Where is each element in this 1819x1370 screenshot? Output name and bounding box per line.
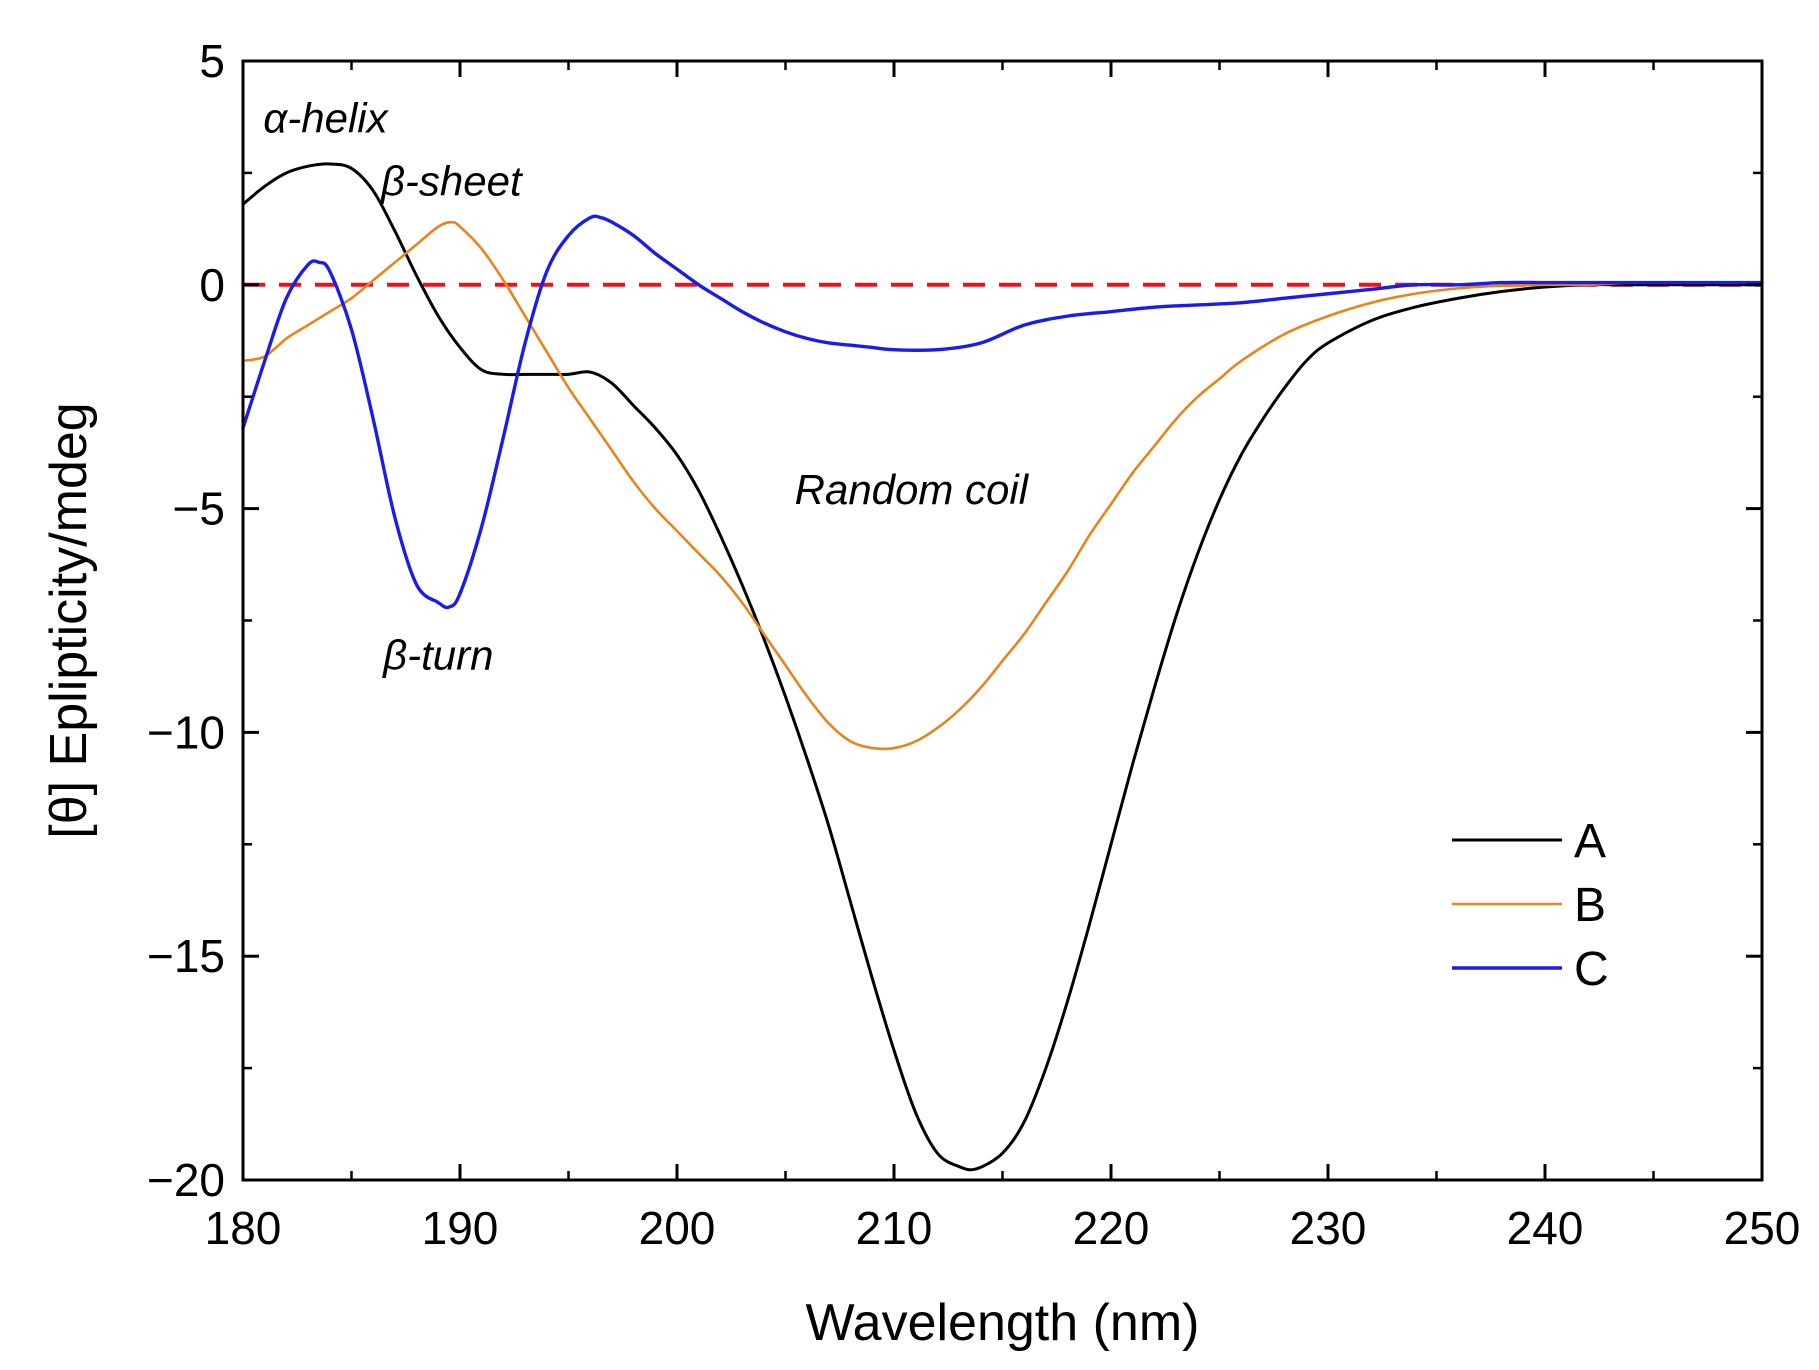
annotation-sheet: β-sheet bbox=[379, 157, 524, 204]
annotation-helix: α-helix bbox=[263, 95, 389, 142]
annotation-random-coil: Random coil bbox=[795, 466, 1030, 513]
x-tick-label: 190 bbox=[422, 1202, 499, 1254]
legend-label-c: C bbox=[1574, 943, 1609, 996]
series-line-a bbox=[241, 162, 1764, 1172]
series-line-c bbox=[241, 214, 1764, 610]
annotations-layer: α-helix β-sheet Random coil β-turn bbox=[263, 95, 1029, 679]
y-tick-label: 5 bbox=[199, 35, 225, 87]
y-tick-label: −15 bbox=[147, 930, 225, 982]
x-tick-label: 240 bbox=[1507, 1202, 1584, 1254]
legend-label-a: A bbox=[1574, 815, 1606, 868]
y-tick-label: −10 bbox=[147, 706, 225, 758]
axes-layer bbox=[241, 59, 1764, 1182]
y-axis-title: [θ] Eplipticity/mdeg bbox=[40, 402, 98, 838]
y-tick-label: 0 bbox=[199, 259, 225, 311]
x-tick-label: 180 bbox=[205, 1202, 282, 1254]
series-line-b bbox=[241, 220, 1764, 751]
annotation-turn: β-turn bbox=[381, 632, 493, 679]
plot-frame bbox=[241, 59, 1764, 1182]
x-tick-label: 250 bbox=[1724, 1202, 1801, 1254]
series-layer bbox=[241, 162, 1764, 1172]
ticks-layer: 180 190 200 210 220 230 240 250 5 0 −5 −10 −15 −20 bbox=[147, 35, 1800, 1254]
legend-label-b: B bbox=[1574, 879, 1606, 932]
x-tick-label: 220 bbox=[1073, 1202, 1150, 1254]
x-tick-label: 210 bbox=[856, 1202, 933, 1254]
y-tick-label: −20 bbox=[147, 1154, 225, 1206]
y-tick-label: −5 bbox=[173, 483, 225, 535]
x-axis-title: Wavelength (nm) bbox=[806, 1294, 1200, 1352]
x-tick-label: 230 bbox=[1290, 1202, 1367, 1254]
legend: ABC bbox=[1452, 815, 1609, 996]
x-tick-label: 200 bbox=[639, 1202, 716, 1254]
